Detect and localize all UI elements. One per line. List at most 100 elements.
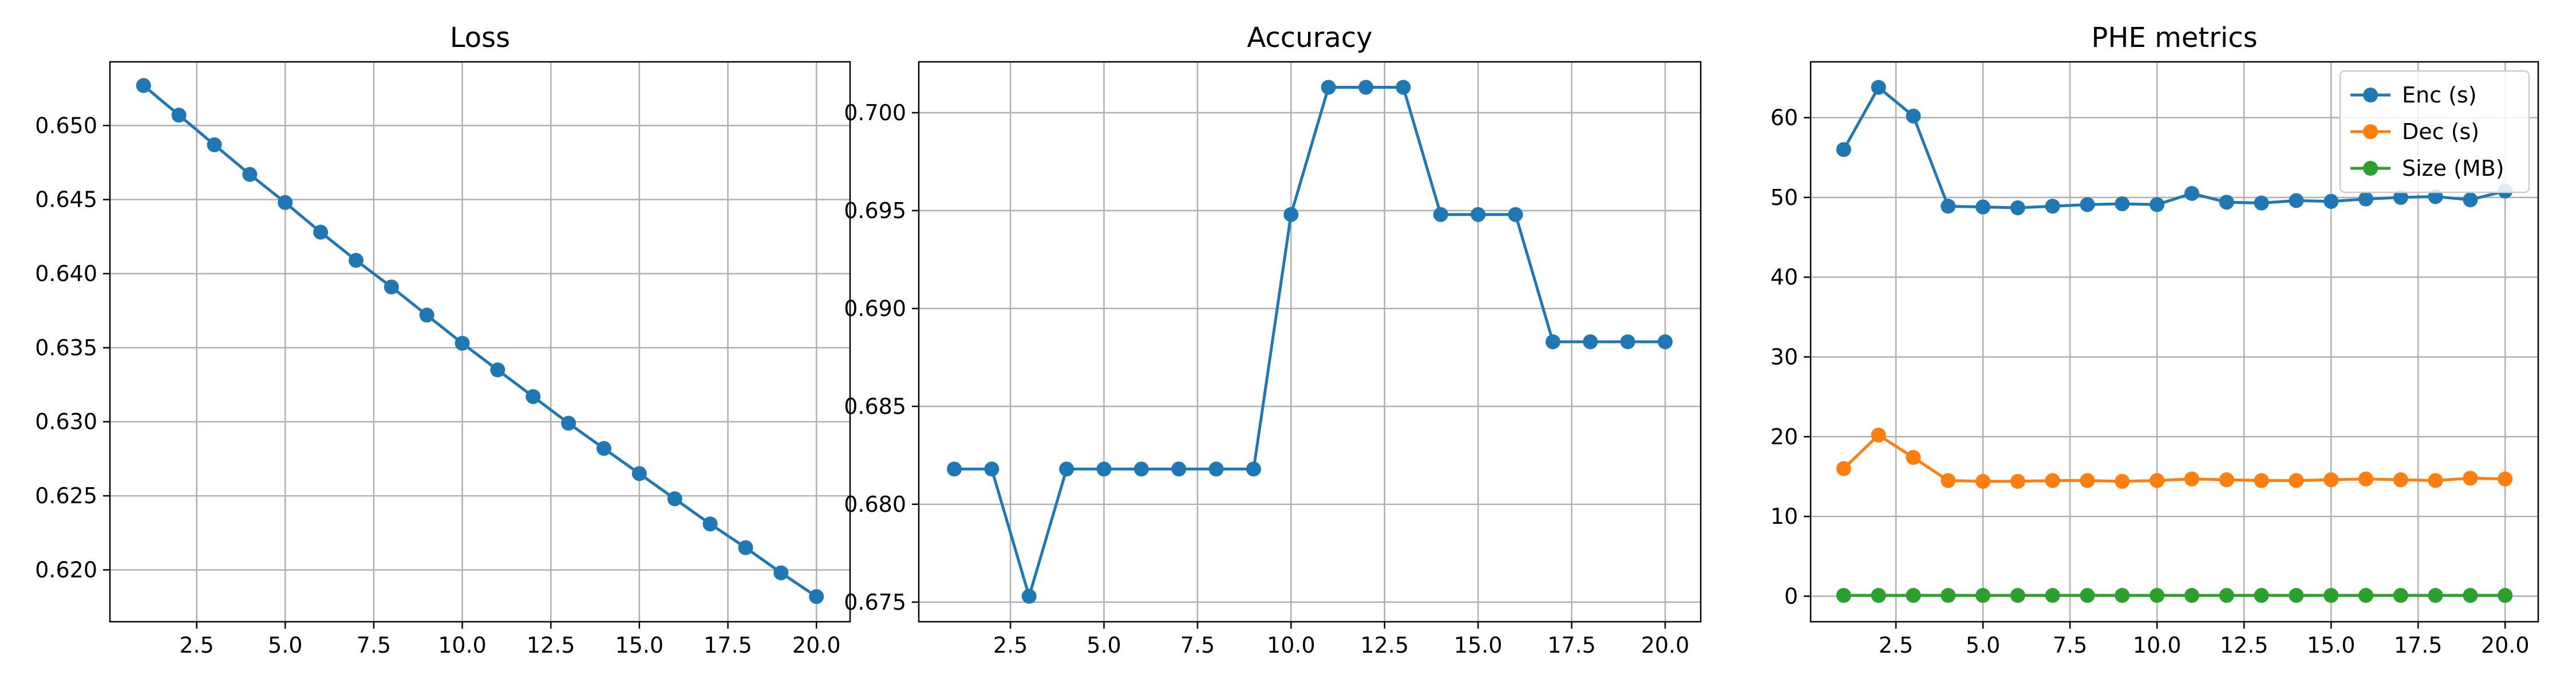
loss-series-1-point — [738, 540, 753, 555]
phe-series-3-point — [1976, 588, 1991, 603]
loss-y-tick-label: 0.640 — [35, 261, 97, 286]
phe-series-1-point — [2289, 193, 2304, 208]
phe-series-3-point — [1871, 588, 1886, 603]
phe-series-2-point — [2045, 473, 2060, 488]
phe-series-3-point — [2463, 588, 2478, 603]
accuracy-x-tick-label: 17.5 — [1547, 633, 1596, 658]
loss-x-tick-label: 7.5 — [357, 633, 391, 658]
phe-series-2-point — [2463, 471, 2478, 486]
phe-series-2-point — [1836, 461, 1851, 476]
accuracy-series-1-point — [1283, 207, 1299, 222]
phe-series-3-point — [2289, 588, 2304, 603]
phe-series-2-point — [2010, 473, 2025, 489]
accuracy-x-tick-label: 2.5 — [993, 633, 1028, 658]
phe-series-2-point — [2289, 473, 2304, 488]
phe-series-3 — [1836, 588, 2513, 603]
phe-series-2-point — [2254, 473, 2269, 488]
phe-series-3-point — [2498, 588, 2513, 603]
accuracy-series-1-point — [1358, 80, 1374, 95]
phe-series-2-point — [2080, 473, 2095, 488]
phe-x-tick-label: 2.5 — [1879, 633, 1913, 658]
accuracy-y-tick-label: 0.680 — [844, 492, 906, 517]
accuracy-series-1-point — [1208, 461, 1224, 477]
loss-series-1-point — [455, 335, 470, 351]
accuracy-series-1-point — [984, 461, 999, 477]
phe-series-3-point — [2254, 588, 2269, 603]
phe-x-tick-label: 5.0 — [1966, 633, 2000, 658]
accuracy-series-1-point — [1620, 334, 1635, 349]
phe-series-1-point — [2463, 192, 2478, 208]
phe-series-1-point — [2184, 185, 2199, 201]
accuracy-x-tick-label: 12.5 — [1360, 633, 1409, 658]
accuracy-series-1-point — [1021, 589, 1037, 604]
loss-y-tick-label: 0.620 — [35, 557, 97, 582]
accuracy-series-1-point — [1059, 461, 1074, 477]
phe-y-tick-label: 60 — [1771, 105, 1798, 131]
phe-series-1-point — [2010, 200, 2025, 215]
phe-series-1-point — [2219, 195, 2234, 210]
loss-y-tick-label: 0.645 — [35, 187, 97, 212]
phe-x-tick-label: 15.0 — [2307, 633, 2356, 658]
phe-y-tick-label: 40 — [1771, 264, 1798, 290]
loss-series-1-point — [526, 389, 541, 404]
accuracy-title: Accuracy — [1247, 22, 1372, 54]
accuracy-x-tick-label: 15.0 — [1454, 633, 1503, 658]
accuracy-y-tick-label: 0.695 — [844, 198, 906, 223]
accuracy-series-1-point — [947, 461, 962, 477]
accuracy-series-1-point — [1396, 80, 1411, 95]
loss-series-1-point — [278, 195, 293, 210]
phe-series-1-point — [2045, 199, 2060, 214]
loss-series-1-point — [490, 362, 505, 378]
phe-series-3-point — [2428, 588, 2443, 603]
loss-series-1-point — [702, 516, 718, 532]
accuracy-y-tick-label: 0.690 — [844, 296, 906, 321]
phe-series-2-point — [2428, 473, 2443, 488]
loss-series-1-point — [596, 441, 612, 456]
phe-series-3-point — [2115, 588, 2130, 603]
phe-series-1-point — [1871, 80, 1886, 95]
phe-x-tick-label: 7.5 — [2053, 633, 2087, 658]
phe-series-2-point — [1941, 473, 1956, 488]
phe-series-2-point — [2150, 473, 2165, 488]
accuracy-panel: 2.5 5.0 7.5 10.0 12.5 15.0 17.5 20.0 0.675 0.680 0… — [844, 22, 1702, 658]
loss-panel: 2.5 5.0 7.5 10.0 12.5 15.0 17.5 20.0 0.620 0.625 0… — [35, 22, 851, 658]
phe-series-3-point — [2358, 588, 2373, 603]
phe-series-3-point — [1836, 588, 1851, 603]
loss-x-tick-label: 2.5 — [179, 633, 214, 658]
phe-series-3-point — [2324, 588, 2339, 603]
loss-y-tick-label: 0.630 — [35, 409, 97, 435]
legend-item: Enc (s) — [2350, 82, 2477, 108]
phe-series-3-point — [2184, 588, 2199, 603]
accuracy-x-tick-label: 10.0 — [1267, 633, 1315, 658]
accuracy-y-tick-label: 0.675 — [844, 590, 906, 615]
phe-y-tick-label: 30 — [1771, 344, 1798, 369]
legend-swatch-marker — [2363, 88, 2378, 102]
loss-x-tick-label: 17.5 — [704, 633, 752, 658]
phe-series-3-point — [2045, 588, 2060, 603]
phe-legend: Enc (s) Dec (s) Size (MB) — [2339, 70, 2530, 194]
accuracy-series-1-point — [1433, 207, 1448, 222]
phe-series-3-point — [2080, 588, 2095, 603]
loss-y-tick-label: 0.625 — [35, 483, 97, 508]
loss-series-1 — [136, 78, 824, 605]
accuracy-series-1-point — [1321, 80, 1336, 95]
phe-series-2 — [1836, 428, 2513, 489]
accuracy-series-1-point — [1657, 334, 1673, 349]
phe-x-tick-label: 17.5 — [2394, 633, 2443, 658]
phe-series-1-point — [2324, 194, 2339, 209]
phe-series-1-point — [1976, 199, 1991, 215]
phe-series-1-point — [1906, 108, 1921, 124]
phe-series-3-point — [2219, 588, 2234, 603]
phe-x-tick-label: 12.5 — [2220, 633, 2269, 658]
phe-y-tick-label: 50 — [1771, 185, 1798, 210]
phe-series-1-point — [2150, 197, 2165, 212]
phe-y-tick-label: 20 — [1771, 424, 1798, 449]
accuracy-x-tick-label: 7.5 — [1180, 633, 1215, 658]
phe-axes-frame — [1809, 61, 2539, 623]
loss-series-1-point — [171, 108, 187, 123]
accuracy-x-tick-label: 20.0 — [1641, 633, 1690, 658]
legend-swatch-marker — [2363, 161, 2378, 176]
accuracy-series-1 — [947, 80, 1673, 604]
phe-series-2-point — [1871, 428, 1886, 443]
legend-label: Dec (s) — [2402, 119, 2479, 144]
